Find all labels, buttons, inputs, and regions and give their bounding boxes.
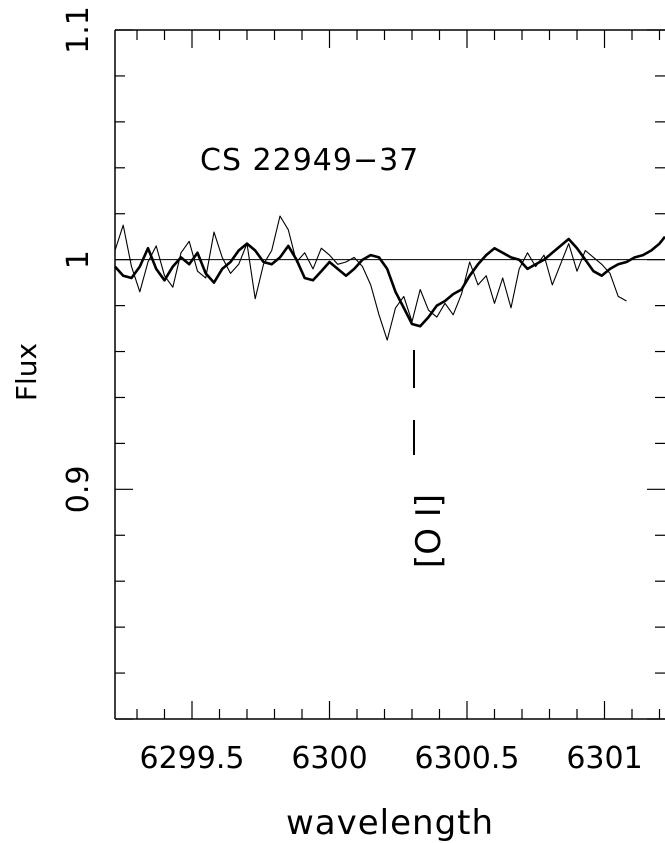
x-axis-label: wavelength [286, 803, 494, 843]
annotations: [O I] [409, 350, 449, 568]
x-tick-label: 6300.5 [415, 741, 520, 776]
x-tick-label: 6299.5 [140, 741, 245, 776]
line-label: [O I] [409, 494, 449, 568]
series-line-thin [114, 215, 627, 341]
y-axis-label: Flux [10, 343, 43, 401]
series-line-thick [114, 235, 665, 328]
series-group [114, 215, 665, 341]
x-tick-label: 6300 [291, 741, 367, 776]
y-tick-label: 0.9 [61, 465, 96, 513]
object-label: CS 22949−37 [200, 143, 419, 178]
y-tick-label: 1.1 [61, 6, 96, 54]
plot-frame [114, 29, 665, 720]
x-tick-label: 6301 [566, 741, 642, 776]
y-tick-label: 1 [61, 250, 96, 269]
axis-ticks: 6299.5 6300 6300.5 6301 0.9 1 1.1 [61, 6, 665, 776]
